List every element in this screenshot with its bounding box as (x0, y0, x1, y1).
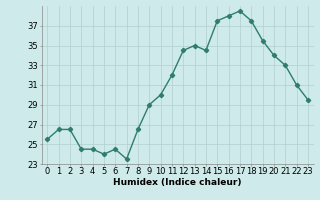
X-axis label: Humidex (Indice chaleur): Humidex (Indice chaleur) (113, 178, 242, 187)
